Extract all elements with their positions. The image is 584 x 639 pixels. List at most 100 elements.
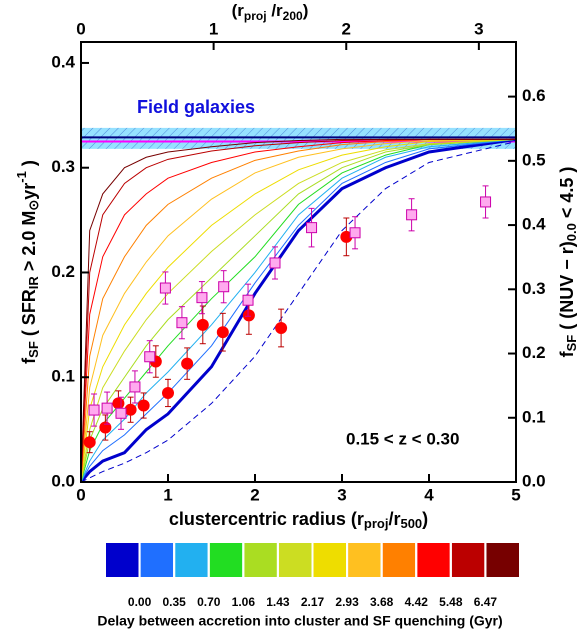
- model-line: [80, 138, 517, 483]
- colorbar-label: Delay between accretion into cluster and…: [97, 613, 502, 629]
- colorbar-cell: [380, 541, 418, 579]
- x-tick-label: 0: [76, 485, 85, 504]
- label-part: < 4.5 ): [557, 167, 577, 224]
- x-tick-label: 3: [337, 485, 346, 504]
- data-point: [129, 381, 141, 393]
- y2-tick-label: 0.4: [522, 215, 546, 234]
- y2-tick-label: 0.1: [522, 407, 546, 426]
- data-point: [242, 294, 254, 306]
- label-part: (r: [232, 1, 245, 20]
- data-point: [275, 322, 288, 334]
- x2-tick-label: 1: [209, 19, 218, 38]
- colorbar-tick-label: 2.93: [335, 595, 359, 609]
- data-point: [88, 404, 100, 416]
- label-part: 0.0: [564, 223, 579, 241]
- label-part: ): [422, 509, 428, 529]
- model-line: [80, 141, 517, 483]
- y2-tick-label: 0.2: [522, 343, 546, 362]
- y-tick-label: 0.0: [51, 471, 75, 490]
- label-part: ): [303, 1, 309, 20]
- y-tick-label: 0.1: [51, 367, 75, 386]
- colorbar-cell: [449, 541, 487, 579]
- data-point: [340, 230, 353, 243]
- data-point: [242, 309, 255, 322]
- label-part: SF: [564, 335, 579, 352]
- x2-tick-label: 0: [76, 19, 85, 38]
- label-part: -1: [14, 171, 29, 183]
- x-tick-label: 5: [511, 485, 520, 504]
- y2-tick-label: 0.6: [522, 86, 546, 105]
- data-point: [181, 357, 194, 370]
- y-tick-label: 0.3: [51, 157, 75, 176]
- data-point: [306, 222, 318, 234]
- label-part: > 2.0 M: [19, 211, 39, 277]
- colorbar-cell: [311, 541, 349, 579]
- label-part: 200: [283, 9, 303, 23]
- colorbar-cell: [484, 541, 521, 579]
- x2-axis-label: (rproj /r200): [232, 1, 309, 23]
- label-part: ): [19, 160, 39, 171]
- model-line: [80, 138, 516, 483]
- data-point: [159, 282, 171, 294]
- label-part: proj: [364, 516, 389, 531]
- label-part: 500: [400, 516, 422, 531]
- model-line: [80, 138, 516, 483]
- data-point: [99, 421, 112, 434]
- data-point: [124, 403, 137, 416]
- data-point: [144, 351, 156, 363]
- x-tick-label: 2: [250, 485, 259, 504]
- colorbar-cell: [346, 541, 383, 579]
- y2-axis-label: fSF ( (NUV − r)0.0 < 4.5 ): [557, 167, 580, 358]
- data-point: [349, 227, 361, 239]
- label-part: proj: [244, 9, 267, 23]
- colorbar-tick-label: 2.17: [301, 595, 325, 609]
- data-point: [218, 281, 230, 293]
- colorbar-cell: [173, 541, 210, 579]
- label-part: f: [19, 357, 39, 364]
- x2-tick-label: 2: [342, 19, 351, 38]
- model-line: [79, 137, 517, 483]
- label-part: ( (NUV − r): [557, 241, 577, 335]
- colorbar-tick-label: 4.42: [405, 595, 429, 609]
- field-hatch: [81, 127, 516, 149]
- colorbar-cell: [207, 541, 245, 579]
- data-point: [162, 386, 174, 399]
- colorbar-cell: [415, 541, 452, 579]
- colorbar-tick-label: 5.48: [439, 595, 463, 609]
- colorbar-cell: [242, 541, 279, 579]
- colorbar-cell: [138, 541, 176, 579]
- x-tick-label: 4: [424, 485, 434, 504]
- data-point: [112, 397, 125, 410]
- y2-tick-label: 0.5: [522, 150, 546, 169]
- data-point: [137, 399, 150, 412]
- annotation: 0.15 < z < 0.30: [346, 429, 459, 448]
- y2-tick-label: 0.3: [522, 279, 546, 298]
- model-line: [80, 138, 517, 483]
- x-axis-label: clustercentric radius (rproj/r500): [169, 509, 428, 532]
- data-point: [101, 402, 113, 414]
- data-point: [176, 317, 188, 329]
- label-part: ( SFR: [19, 289, 39, 341]
- label-part: IR: [26, 276, 41, 290]
- label-part: /r: [267, 1, 283, 20]
- colorbar-tick-label: 0.00: [128, 595, 152, 609]
- y-axis-label: fSF ( SFRIR > 2.0 M⊙yr-1 ): [14, 160, 41, 364]
- colorbar-tick-label: 3.68: [370, 595, 394, 609]
- data-point: [115, 407, 127, 419]
- data-point: [83, 436, 96, 449]
- y-tick-label: 0.4: [51, 52, 75, 71]
- colorbar-tick-label: 0.70: [197, 595, 221, 609]
- data-point: [196, 318, 209, 331]
- model-line: [80, 138, 517, 483]
- model-line: [80, 138, 517, 483]
- data-point: [480, 196, 492, 208]
- colorbar-cell: [104, 541, 141, 579]
- colorbar-tick-label: 1.06: [232, 595, 256, 609]
- y-tick-label: 0.2: [51, 262, 75, 281]
- colorbar-tick-label: 1.43: [266, 595, 290, 609]
- x-tick-label: 1: [163, 485, 172, 504]
- label-part: ⊙: [26, 200, 41, 211]
- y2-tick-label: 0.0: [522, 471, 546, 490]
- data-point: [406, 209, 418, 221]
- annotation: Field galaxies: [137, 97, 255, 117]
